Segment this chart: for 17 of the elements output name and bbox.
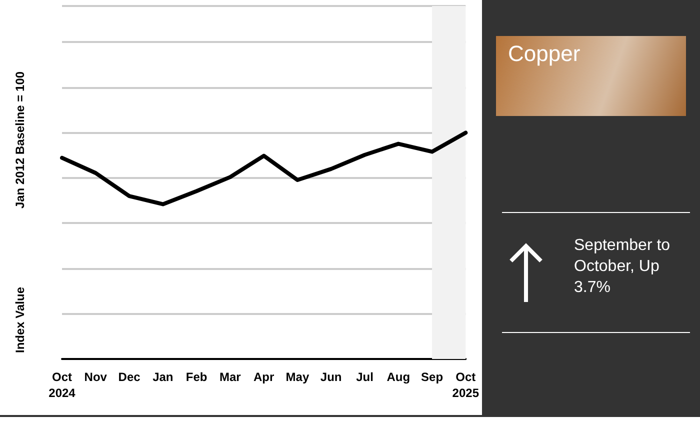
text: September to October, Up 3.7%: [574, 236, 672, 298]
x-tick-label: Jul: [356, 370, 374, 384]
x-tick-label: Oct 2025: [452, 370, 480, 400]
x-tick-label: Mar: [220, 370, 242, 384]
x-tick-label: Sep: [421, 370, 444, 384]
text: Index Value: [13, 286, 27, 354]
x-tick-label: Dec: [118, 370, 141, 384]
x-tick-label: Aug: [386, 370, 410, 384]
x-tick-label: Jun: [320, 370, 342, 384]
text: Copper: [496, 36, 686, 116]
y-axis-title: Jan 2012 Baseline = 100: [13, 71, 27, 209]
x-tick-label: May: [286, 370, 310, 384]
x-tick-label: Nov: [84, 370, 108, 384]
x-tick-label: Apr: [253, 370, 274, 384]
x-tick-label: Oct 2024: [48, 370, 76, 400]
x-tick-label: Feb: [186, 370, 208, 384]
x-tick-label: Jan: [152, 370, 174, 384]
